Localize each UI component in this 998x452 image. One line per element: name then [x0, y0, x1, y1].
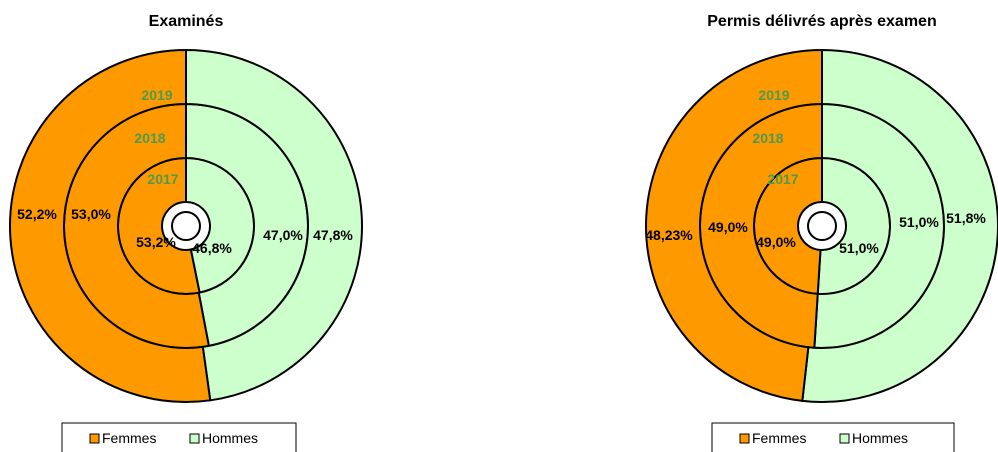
- ring-2019-hommes-segment: [801, 48, 998, 403]
- ring-year-label-2018: 2018: [134, 130, 165, 146]
- legend-swatch-femmes: [89, 433, 100, 444]
- legend-swatch-hommes: [839, 433, 850, 444]
- data-label-2019-hommes: 47,8%: [313, 227, 353, 243]
- data-label-2018-femmes: 49,0%: [708, 219, 748, 235]
- legend-swatch-femmes: [739, 433, 750, 444]
- data-label-2018-hommes: 51,0%: [899, 214, 939, 230]
- legend-label-hommes: Hommes: [852, 430, 908, 446]
- data-label-2017-hommes: 46,8%: [192, 240, 232, 256]
- ring-year-label-2019: 2019: [141, 87, 172, 103]
- data-label-2019-femmes: 48,23%: [645, 227, 693, 243]
- chart-title: Examinés: [149, 13, 224, 30]
- data-label-2017-femmes: 53,2%: [136, 234, 176, 250]
- legend: Femmes Hommes: [711, 422, 955, 452]
- ring-year-label-2018: 2018: [752, 130, 783, 146]
- legend-swatch-hommes: [189, 433, 200, 444]
- data-label-2017-femmes: 49,0%: [756, 234, 796, 250]
- doughnut-hole: [171, 211, 201, 241]
- ring-year-label-2019: 2019: [758, 87, 789, 103]
- data-label-2019-femmes: 52,2%: [17, 206, 57, 222]
- legend-label-hommes: Hommes: [202, 430, 258, 446]
- chart-title: Permis délivrés après examen: [707, 13, 936, 30]
- ring-2019-femmes-segment: [9, 48, 212, 403]
- legend-label-femmes: Femmes: [752, 430, 806, 446]
- legend-box: [61, 422, 297, 452]
- ring-2019-hommes-segment: [185, 48, 363, 402]
- ring-year-label-2017: 2017: [767, 171, 798, 187]
- chart-permis-delivres: Permis délivrés après examen 2017 2018 2019…: [645, 13, 998, 452]
- data-label-2019-hommes: 51,8%: [946, 210, 986, 226]
- data-label-2017-hommes: 51,0%: [839, 240, 879, 256]
- data-label-2018-hommes: 47,0%: [263, 227, 303, 243]
- ring-year-label-2017: 2017: [147, 171, 178, 187]
- chart-examines: Examinés 2017 2018 2019 53,2% 46,8% 53,0% 47,0%…: [9, 13, 363, 452]
- legend-label-femmes: Femmes: [102, 430, 156, 446]
- ring-2019-femmes-segment: [645, 48, 823, 403]
- doughnut-hole: [807, 211, 837, 241]
- legend-box: [711, 422, 955, 452]
- data-label-2018-femmes: 53,0%: [71, 206, 111, 222]
- legend: Femmes Hommes: [61, 422, 297, 452]
